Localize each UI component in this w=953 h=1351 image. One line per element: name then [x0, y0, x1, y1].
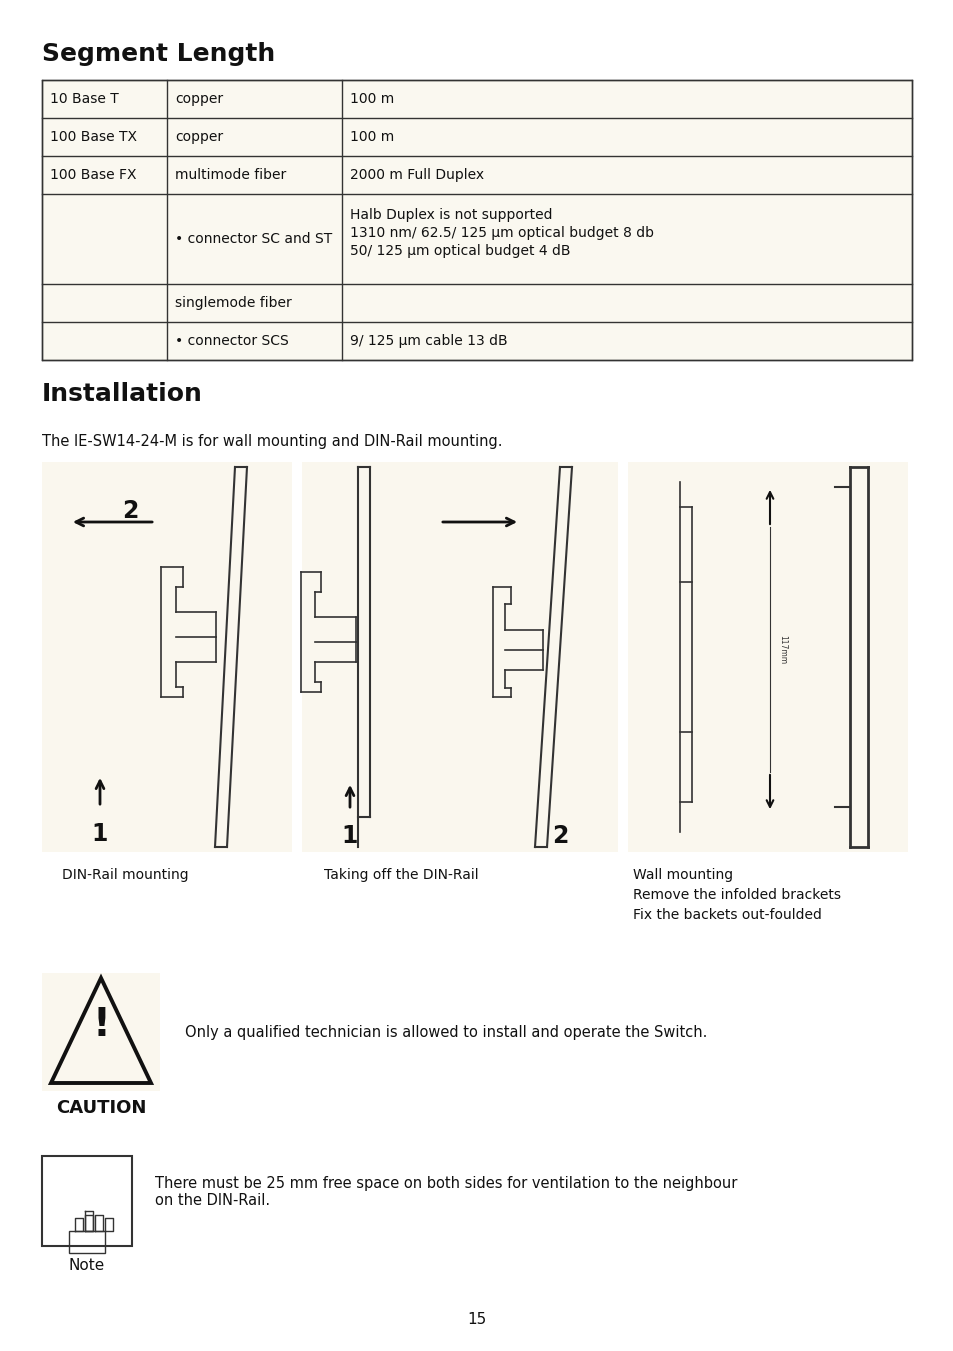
Text: 1: 1: [91, 821, 108, 846]
Text: 100 Base TX: 100 Base TX: [50, 130, 137, 145]
Text: There must be 25 mm free space on both sides for ventilation to the neighbour
on: There must be 25 mm free space on both s…: [154, 1175, 737, 1208]
Text: Only a qualified technician is allowed to install and operate the Switch.: Only a qualified technician is allowed t…: [185, 1024, 706, 1039]
Text: singlemode fiber: singlemode fiber: [174, 296, 292, 309]
Text: 100 m: 100 m: [350, 130, 394, 145]
Text: !: !: [92, 1006, 110, 1044]
Text: Note: Note: [69, 1258, 105, 1273]
Text: The IE-SW14-24-M is for wall mounting and DIN-Rail mounting.: The IE-SW14-24-M is for wall mounting an…: [42, 434, 502, 449]
Text: DIN-Rail mounting: DIN-Rail mounting: [62, 867, 189, 882]
Text: 10 Base T: 10 Base T: [50, 92, 118, 105]
Text: 117mm: 117mm: [778, 635, 786, 665]
Text: multimode fiber: multimode fiber: [174, 168, 286, 182]
Bar: [627, 462, 907, 852]
Text: 100 Base FX: 100 Base FX: [50, 168, 136, 182]
Bar: [42, 462, 292, 852]
Text: 2: 2: [551, 824, 568, 848]
Text: Wall mounting: Wall mounting: [633, 867, 732, 882]
Text: Fix the backets out-foulded: Fix the backets out-foulded: [633, 908, 821, 921]
Text: Remove the infolded brackets: Remove the infolded brackets: [633, 888, 841, 902]
Text: CAUTION: CAUTION: [56, 1098, 146, 1117]
Bar: [42, 973, 160, 1092]
Text: 100 m: 100 m: [350, 92, 394, 105]
Text: Halb Duplex is not supported: Halb Duplex is not supported: [350, 208, 552, 222]
Text: 50/ 125 μm optical budget 4 dB: 50/ 125 μm optical budget 4 dB: [350, 245, 570, 258]
Bar: [42, 1156, 132, 1246]
Text: Segment Length: Segment Length: [42, 42, 275, 66]
Text: 2000 m Full Duplex: 2000 m Full Duplex: [350, 168, 483, 182]
Text: • connector SCS: • connector SCS: [174, 334, 289, 349]
Text: 1: 1: [341, 824, 357, 848]
Text: 2: 2: [122, 499, 138, 523]
Text: copper: copper: [174, 92, 223, 105]
Text: 9/ 125 μm cable 13 dB: 9/ 125 μm cable 13 dB: [350, 334, 507, 349]
Bar: [69, 1231, 105, 1252]
Text: Taking off the DIN-Rail: Taking off the DIN-Rail: [324, 867, 478, 882]
Text: copper: copper: [174, 130, 223, 145]
Text: 1310 nm/ 62.5/ 125 μm optical budget 8 db: 1310 nm/ 62.5/ 125 μm optical budget 8 d…: [350, 226, 654, 240]
Text: 15: 15: [467, 1313, 486, 1328]
Text: • connector SC and ST: • connector SC and ST: [174, 232, 332, 246]
Text: Installation: Installation: [42, 382, 203, 407]
Bar: [42, 80, 911, 359]
Bar: [302, 462, 618, 852]
